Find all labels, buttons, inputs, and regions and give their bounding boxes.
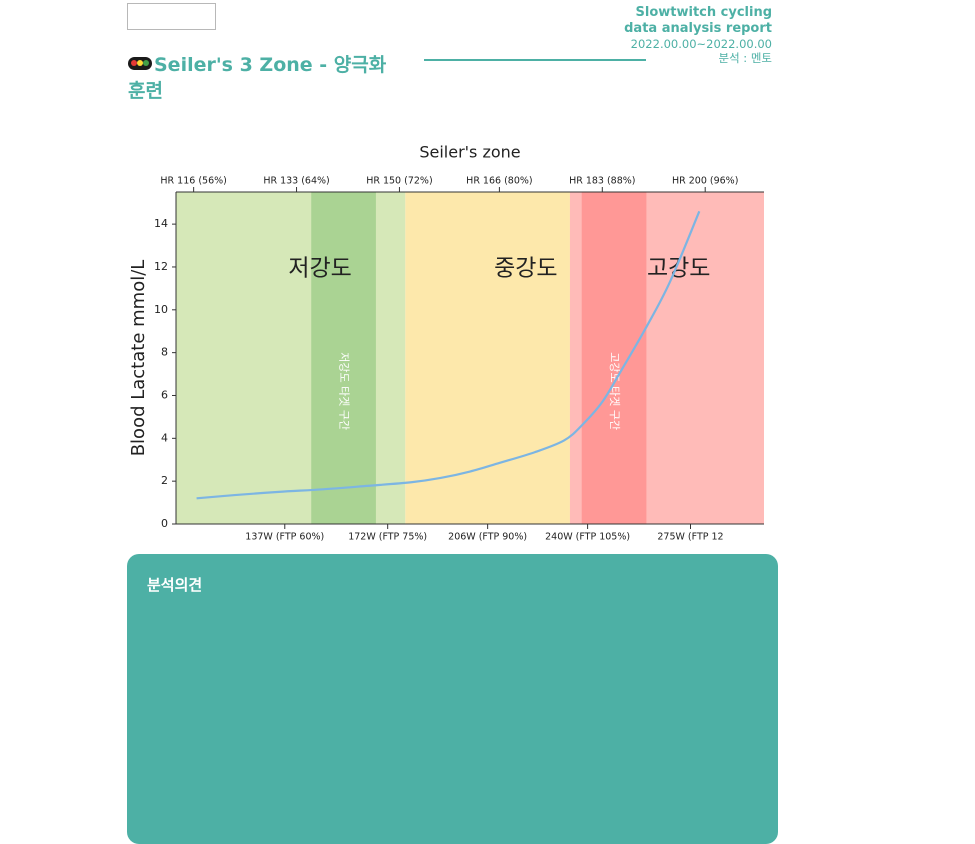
page-title-text: Seiler's 3 Zone - 양극화 훈련 xyxy=(128,54,387,102)
target-band-label-0: 저강도 타겟 구간 xyxy=(338,352,351,430)
x-tick-label-3: 240W (FTP 105%) xyxy=(545,532,630,543)
report-name: Slowtwitch cycling data analysis report xyxy=(624,5,772,36)
target-band-1 xyxy=(581,192,647,524)
chart-title: Seiler's zone xyxy=(419,143,520,162)
analysis-panel: 분석의견 xyxy=(127,554,778,844)
y-tick-label-0: 0 xyxy=(161,517,168,530)
target-band-0 xyxy=(311,192,376,524)
y-tick-label-3: 6 xyxy=(161,388,168,401)
top-tick-label-3: HR 166 (80%) xyxy=(466,176,532,187)
lactate-curve xyxy=(196,210,701,500)
top-tick-label-2: HR 150 (72%) xyxy=(366,176,432,187)
top-tick-label-4: HR 183 (88%) xyxy=(569,176,635,187)
x-tick-label-0: 137W (FTP 60%) xyxy=(245,532,324,543)
top-tick-label-1: HR 133 (64%) xyxy=(263,176,329,187)
y-tick-label-4: 8 xyxy=(161,346,168,359)
top-tick-label-0: HR 116 (56%) xyxy=(160,176,226,187)
traffic-light-icon xyxy=(128,57,152,70)
zone-band-1 xyxy=(405,192,570,524)
y-tick-label-2: 4 xyxy=(161,431,168,444)
x-tick-label-2: 206W (FTP 90%) xyxy=(448,532,527,543)
y-tick-label-1: 2 xyxy=(161,474,168,487)
y-tick-label-5: 10 xyxy=(154,303,168,316)
y-tick-label-6: 12 xyxy=(154,260,168,273)
analyst: 분석 : 멘토 xyxy=(718,51,772,65)
zone-label-0: 저강도 xyxy=(288,256,351,282)
date-range: 2022.00.00~2022.00.00 xyxy=(630,37,772,51)
target-band-label-1: 고강도 타겟 구간 xyxy=(608,352,621,430)
page-title: Seiler's 3 Zone - 양극화 훈련 xyxy=(128,52,408,104)
analysis-title: 분석의견 xyxy=(147,576,203,594)
y-axis-label: Blood Lactate mmol/L xyxy=(128,260,149,457)
y-tick-label-7: 14 xyxy=(154,217,168,230)
report-info: Slowtwitch cycling data analysis report … xyxy=(612,5,772,65)
header-divider xyxy=(424,59,646,61)
zone-label-1: 중강도 xyxy=(494,256,557,282)
broken-image-icon xyxy=(127,3,216,30)
x-tick-label-4: 275W (FTP 12 xyxy=(657,532,723,543)
top-tick-label-5: HR 200 (96%) xyxy=(672,176,738,187)
x-tick-label-1: 172W (FTP 75%) xyxy=(348,532,427,543)
